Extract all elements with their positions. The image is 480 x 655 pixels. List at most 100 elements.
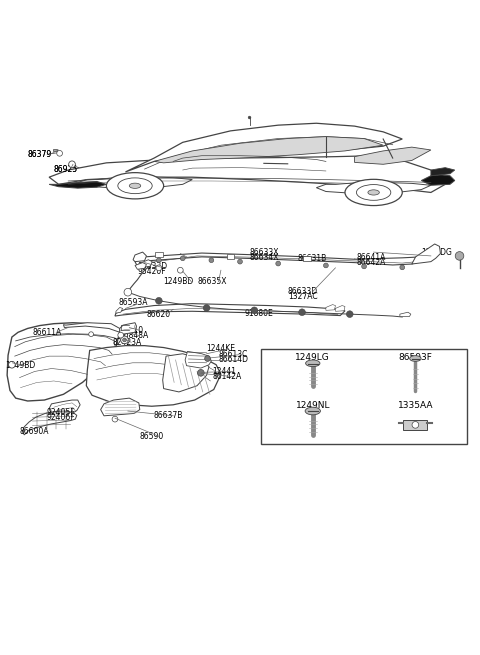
Circle shape bbox=[400, 265, 405, 270]
Circle shape bbox=[122, 338, 126, 342]
Polygon shape bbox=[163, 354, 209, 392]
Text: 95420F: 95420F bbox=[137, 267, 166, 276]
Circle shape bbox=[180, 256, 185, 261]
Text: 86379: 86379 bbox=[28, 150, 52, 159]
Text: 86379: 86379 bbox=[28, 150, 52, 159]
Text: 86637B: 86637B bbox=[153, 411, 182, 421]
Circle shape bbox=[203, 305, 210, 311]
Circle shape bbox=[248, 116, 251, 119]
Text: 92406F: 92406F bbox=[47, 413, 75, 422]
Circle shape bbox=[198, 369, 204, 376]
Circle shape bbox=[124, 288, 132, 296]
Bar bbox=[155, 252, 163, 257]
Circle shape bbox=[204, 356, 210, 362]
Polygon shape bbox=[116, 307, 122, 313]
Polygon shape bbox=[120, 323, 136, 335]
Text: 86620: 86620 bbox=[147, 310, 171, 318]
Bar bbox=[262, 349, 467, 445]
Ellipse shape bbox=[409, 356, 421, 362]
Text: 86910: 86910 bbox=[120, 326, 144, 335]
Polygon shape bbox=[49, 400, 80, 417]
Text: 86631B: 86631B bbox=[297, 254, 326, 263]
Text: 1249NL: 1249NL bbox=[296, 401, 330, 410]
Text: 86641A: 86641A bbox=[357, 253, 386, 262]
Ellipse shape bbox=[305, 407, 321, 415]
Polygon shape bbox=[412, 244, 441, 264]
Circle shape bbox=[347, 310, 353, 318]
Text: 86633D: 86633D bbox=[288, 287, 318, 295]
Circle shape bbox=[112, 417, 118, 422]
Polygon shape bbox=[115, 304, 345, 316]
Polygon shape bbox=[23, 411, 77, 435]
Text: 86611A: 86611A bbox=[33, 328, 61, 337]
Text: 86633D: 86633D bbox=[137, 262, 168, 271]
Polygon shape bbox=[86, 346, 221, 406]
Circle shape bbox=[120, 336, 128, 344]
Text: 92405F: 92405F bbox=[47, 408, 75, 417]
Circle shape bbox=[209, 258, 214, 263]
Text: 1327AC: 1327AC bbox=[288, 292, 317, 301]
Text: 1249BD: 1249BD bbox=[5, 361, 36, 370]
Circle shape bbox=[156, 265, 162, 271]
Text: 1249BD: 1249BD bbox=[164, 277, 194, 286]
Bar bbox=[404, 420, 427, 430]
Polygon shape bbox=[140, 260, 152, 267]
Circle shape bbox=[178, 267, 183, 273]
Ellipse shape bbox=[306, 360, 320, 367]
Polygon shape bbox=[78, 177, 192, 188]
Polygon shape bbox=[135, 263, 146, 269]
Text: 86634X: 86634X bbox=[250, 253, 279, 262]
Text: 86142A: 86142A bbox=[212, 372, 241, 381]
Polygon shape bbox=[125, 123, 402, 172]
Polygon shape bbox=[400, 312, 411, 316]
Circle shape bbox=[69, 161, 75, 168]
Text: 1244KE: 1244KE bbox=[206, 345, 236, 354]
Text: 86590: 86590 bbox=[140, 432, 164, 441]
Polygon shape bbox=[49, 156, 445, 193]
Bar bbox=[303, 256, 311, 261]
Polygon shape bbox=[63, 323, 120, 332]
Ellipse shape bbox=[368, 190, 379, 195]
Text: 86690A: 86690A bbox=[20, 427, 49, 436]
Polygon shape bbox=[101, 398, 140, 416]
Circle shape bbox=[324, 263, 328, 268]
Text: 86635X: 86635X bbox=[197, 277, 227, 286]
Circle shape bbox=[412, 422, 419, 428]
Text: 1125DG: 1125DG bbox=[421, 248, 452, 257]
Polygon shape bbox=[355, 147, 431, 164]
Circle shape bbox=[238, 259, 242, 264]
Text: 86848A: 86848A bbox=[120, 331, 149, 340]
Ellipse shape bbox=[345, 179, 402, 206]
Circle shape bbox=[89, 332, 94, 337]
Circle shape bbox=[455, 252, 464, 260]
Text: 86613C: 86613C bbox=[218, 350, 248, 359]
Circle shape bbox=[299, 309, 305, 316]
Polygon shape bbox=[49, 181, 107, 188]
Polygon shape bbox=[326, 305, 336, 310]
Text: 1249LG: 1249LG bbox=[295, 353, 330, 362]
Text: 86633X: 86633X bbox=[250, 248, 279, 257]
Text: 86925: 86925 bbox=[54, 164, 78, 174]
Ellipse shape bbox=[107, 173, 164, 199]
Circle shape bbox=[276, 261, 281, 266]
Text: 86614D: 86614D bbox=[218, 356, 249, 364]
Text: 1335AA: 1335AA bbox=[397, 401, 433, 410]
Polygon shape bbox=[53, 149, 57, 151]
Polygon shape bbox=[135, 253, 421, 267]
Polygon shape bbox=[431, 168, 455, 176]
Bar bbox=[227, 254, 234, 259]
Text: 86925: 86925 bbox=[54, 164, 78, 174]
Ellipse shape bbox=[129, 183, 141, 189]
Polygon shape bbox=[185, 351, 211, 368]
Polygon shape bbox=[7, 323, 120, 401]
Polygon shape bbox=[336, 305, 345, 311]
Polygon shape bbox=[421, 175, 455, 185]
Text: 91880E: 91880E bbox=[245, 309, 274, 318]
Text: 86642A: 86642A bbox=[357, 258, 386, 267]
Text: 86593F: 86593F bbox=[398, 353, 432, 362]
Polygon shape bbox=[133, 252, 146, 261]
Circle shape bbox=[57, 151, 62, 156]
Polygon shape bbox=[316, 183, 431, 193]
Circle shape bbox=[251, 307, 258, 314]
Circle shape bbox=[156, 297, 162, 304]
